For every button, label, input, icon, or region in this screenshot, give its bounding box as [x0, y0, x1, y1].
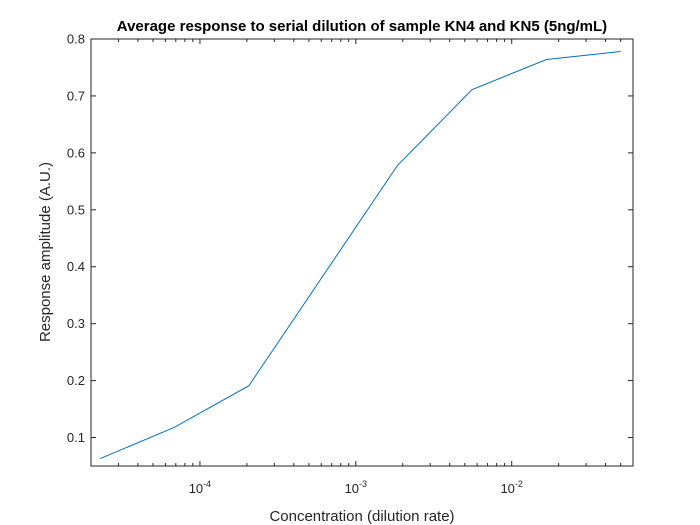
y-tick-label: 0.5: [67, 202, 85, 217]
y-tick-label: 0.4: [67, 259, 85, 274]
x-tick-label: 10-4: [189, 479, 211, 496]
x-tick-label: 10-2: [500, 479, 522, 496]
chart-title: Average response to serial dilution of s…: [117, 18, 607, 35]
x-axis-label: Concentration (dilution rate): [269, 508, 454, 525]
x-tick-label: 10-3: [345, 479, 367, 496]
y-tick-label: 0.1: [67, 430, 85, 445]
plot-area: [100, 51, 621, 460]
y-axis-label: Response amplitude (A.U.): [37, 162, 54, 342]
y-tick-label: 0.3: [67, 316, 85, 331]
y-tick-label: 0.7: [67, 88, 85, 103]
y-axis-ticks: 0.1 0.2 0.3 0.4 0.5 0.6 0.7 0.8: [67, 32, 633, 445]
axes-background: [91, 39, 633, 466]
y-tick-label: 0.2: [67, 373, 85, 388]
x-axis-ticks: 10-4 10-3 10-2: [90, 39, 634, 496]
y-tick-label: 0.8: [67, 32, 85, 47]
axes-box: [90, 38, 634, 467]
y-tick-label: 0.6: [67, 145, 85, 160]
